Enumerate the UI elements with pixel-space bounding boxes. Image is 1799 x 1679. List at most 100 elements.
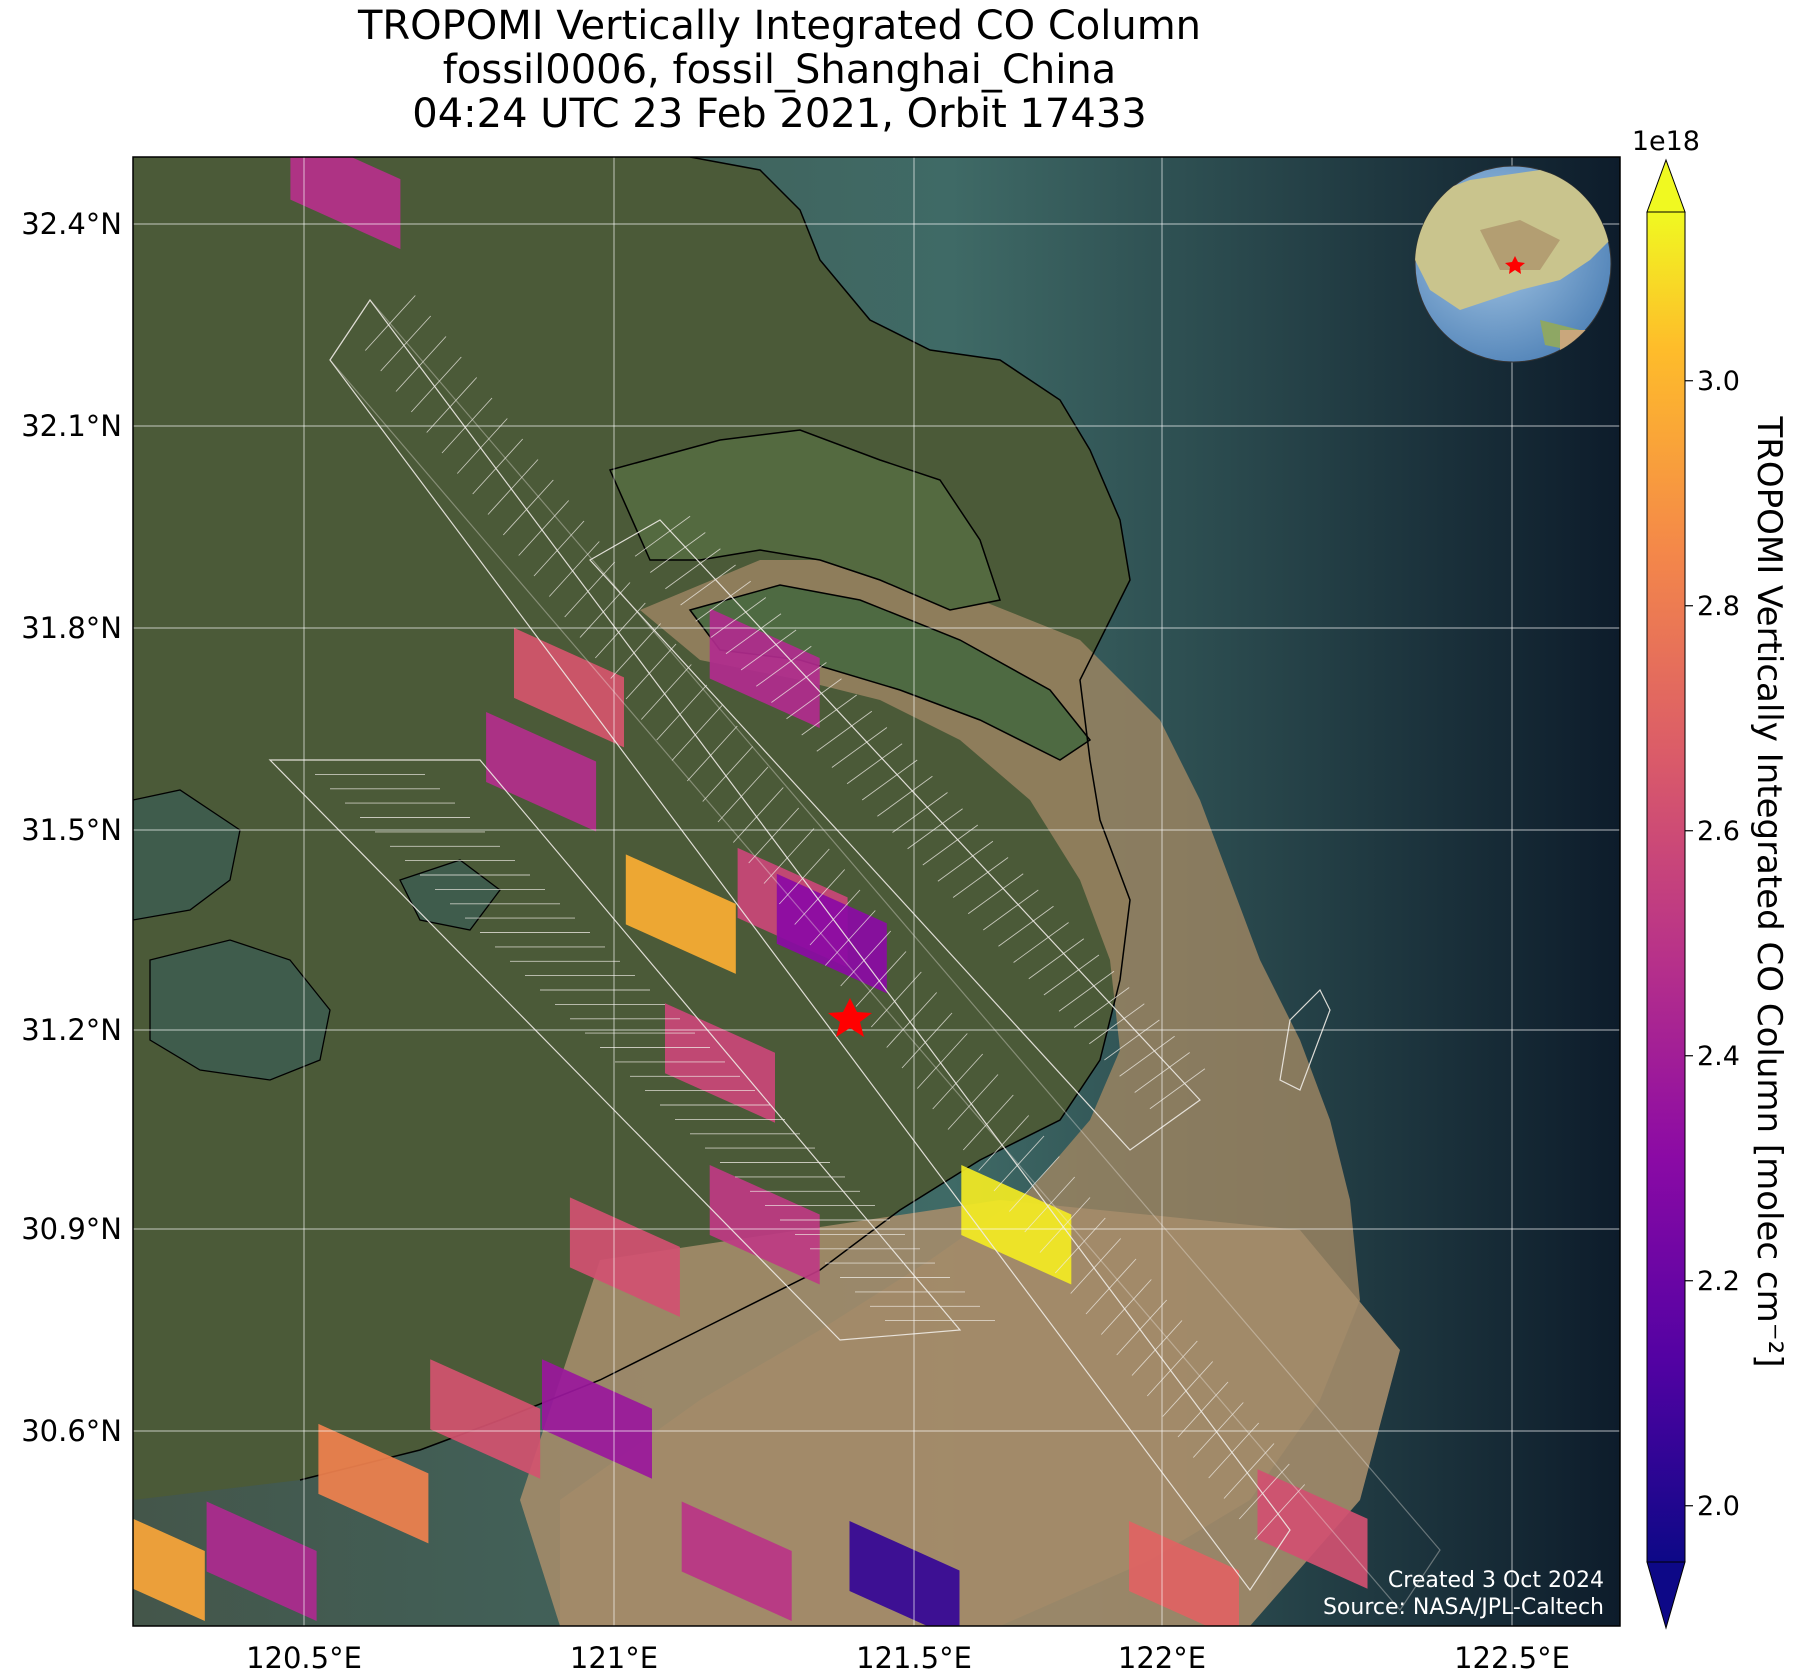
colorbar-extend-max — [1646, 158, 1686, 213]
east-band-line-32 — [840, 930, 892, 987]
east-band-line-4 — [410, 356, 462, 413]
colorbar-tick-label-0: 2.0 — [1697, 1491, 1740, 1522]
east-band-line-39 — [947, 1074, 999, 1130]
lat-tick-30.9: 30.9°N — [21, 1212, 122, 1246]
map-panel: Created 3 Oct 2024 Source: NASA/JPL-Calt… — [133, 157, 1620, 1626]
lon-tick-labels: 120.5°E 121°E 121.5°E 122°E 122.5°E — [246, 1641, 1570, 1675]
chart-title: TROPOMI Vertically Integrated CO Column — [357, 3, 1202, 49]
credit-created: Created 3 Oct 2024 — [1388, 1568, 1604, 1593]
east-band-line-7 — [456, 418, 508, 474]
mid-band-line-25 — [998, 905, 1054, 947]
east-band-line-27 — [763, 828, 815, 884]
mid-band-line-11 — [786, 678, 842, 720]
mid-band-line-1 — [634, 515, 691, 557]
east-band-line-51 — [1131, 1320, 1183, 1376]
east-band-line-5 — [426, 377, 478, 433]
east-band-line-56 — [1208, 1422, 1260, 1479]
co-cell-15 — [849, 1521, 960, 1626]
mid-band-line-14 — [831, 727, 888, 768]
mid-band-line-17 — [877, 775, 933, 817]
lake-small — [399, 859, 501, 931]
co-cell-17 — [1257, 1469, 1368, 1589]
mid-band-line-22 — [952, 857, 1009, 898]
chart-subtitle-site: fossil0006, fossil_Shanghai_China — [442, 47, 1117, 93]
east-band-line-33 — [855, 951, 907, 1007]
footprint-fragment — [1279, 988, 1331, 1091]
east-band-line-46 — [1054, 1217, 1106, 1274]
pixel-footprint-grids — [268, 298, 1441, 1611]
colorbar: 2.0 2.2 2.4 2.6 2.8 3.0 1e18 TROPOMI Vertical… — [1632, 126, 1789, 1630]
lat-tick-31.8: 31.8°N — [21, 611, 122, 645]
east-band-line-16 — [594, 602, 646, 659]
east-band-line-24 — [717, 766, 769, 823]
mid-band-line-35 — [1149, 1068, 1206, 1110]
mid-band-line-8 — [740, 629, 797, 671]
east-band-line-54 — [1177, 1381, 1229, 1438]
mid-band-line-16 — [861, 759, 918, 801]
co-cell-18 — [1129, 1521, 1239, 1626]
mid-band-line-6 — [710, 597, 767, 638]
co-cell-12 — [318, 1423, 429, 1544]
co-cell-7 — [709, 1165, 820, 1285]
east-band-line-19 — [640, 664, 692, 720]
mid-band-line-23 — [967, 873, 1024, 915]
credit-source: Source: NASA/JPL-Caltech — [1323, 1595, 1604, 1620]
bay-water — [520, 1200, 1400, 1626]
river-island — [608, 429, 1001, 611]
mid-band-line-12 — [801, 694, 857, 736]
lon-tick-121.5: 121.5°E — [856, 1641, 972, 1675]
lon-tick-122.5: 122.5°E — [1454, 1641, 1570, 1675]
footprint-band-east — [329, 298, 1291, 1592]
mid-band-line-20 — [922, 824, 979, 866]
lat-tick-32.4: 32.4°N — [21, 207, 122, 241]
mid-band-line-15 — [846, 743, 903, 785]
east-band-line-58 — [1238, 1463, 1290, 1520]
east-band-line-1 — [364, 295, 416, 351]
mid-band-line-32 — [1104, 1019, 1160, 1061]
east-band-line-17 — [610, 623, 662, 679]
co-cell-2 — [709, 608, 820, 728]
colorbar-extend-min — [1646, 1561, 1686, 1630]
east-band-line-48 — [1085, 1258, 1137, 1315]
east-band-line-3 — [395, 336, 447, 392]
lon-tick-120.5: 120.5°E — [246, 1641, 362, 1675]
east-band-line-21 — [671, 705, 723, 761]
lat-tick-32.1: 32.1°N — [21, 409, 122, 443]
east-band-line-11 — [518, 500, 570, 556]
lon-tick-122: 122°E — [1118, 1641, 1206, 1675]
east-band-line-26 — [748, 807, 800, 864]
footprint-grid-lines — [315, 295, 1306, 1540]
east-band-line-35 — [886, 992, 938, 1048]
footprint-band-east-outline — [329, 299, 1441, 1611]
colorbar-tick-label-2: 2.4 — [1697, 1041, 1740, 1072]
lat-tick-30.6: 30.6°N — [21, 1414, 122, 1448]
co-cell-0 — [514, 627, 624, 748]
colorbar-ticks: 2.0 2.2 2.4 2.6 2.8 3.0 — [1685, 366, 1740, 1522]
co-cell-1 — [486, 712, 597, 832]
co-cell-13 — [206, 1501, 317, 1621]
east-band-line-22 — [686, 725, 738, 782]
colorbar-frame — [1646, 211, 1686, 1563]
east-band-line-41 — [978, 1115, 1030, 1171]
inset-globe — [1414, 165, 1612, 363]
colorbar-tick-label-1: 2.2 — [1697, 1266, 1740, 1297]
co-cell-5 — [776, 873, 887, 994]
mid-band-line-26 — [1013, 922, 1069, 963]
taihu-lake — [149, 939, 331, 1081]
east-band-line-28 — [778, 848, 830, 905]
east-band-line-13 — [548, 541, 600, 597]
globe-plateau — [1480, 220, 1560, 270]
mid-band-line-24 — [983, 889, 1039, 931]
east-band-line-30 — [809, 889, 861, 946]
east-band-line-42 — [993, 1135, 1045, 1192]
east-band-line-37 — [916, 1033, 968, 1089]
east-band-line-38 — [932, 1053, 984, 1110]
lat-tick-labels: 32.4°N 32.1°N 31.8°N 31.5°N 31.2°N 30.9°… — [21, 207, 122, 1448]
mid-band-line-18 — [892, 792, 948, 833]
mid-band-line-27 — [1028, 938, 1085, 980]
east-band-line-55 — [1192, 1402, 1244, 1458]
colorbar-tick-label-3: 2.6 — [1697, 816, 1740, 847]
coastline — [299, 157, 1131, 1481]
east-band-line-2 — [380, 315, 432, 372]
